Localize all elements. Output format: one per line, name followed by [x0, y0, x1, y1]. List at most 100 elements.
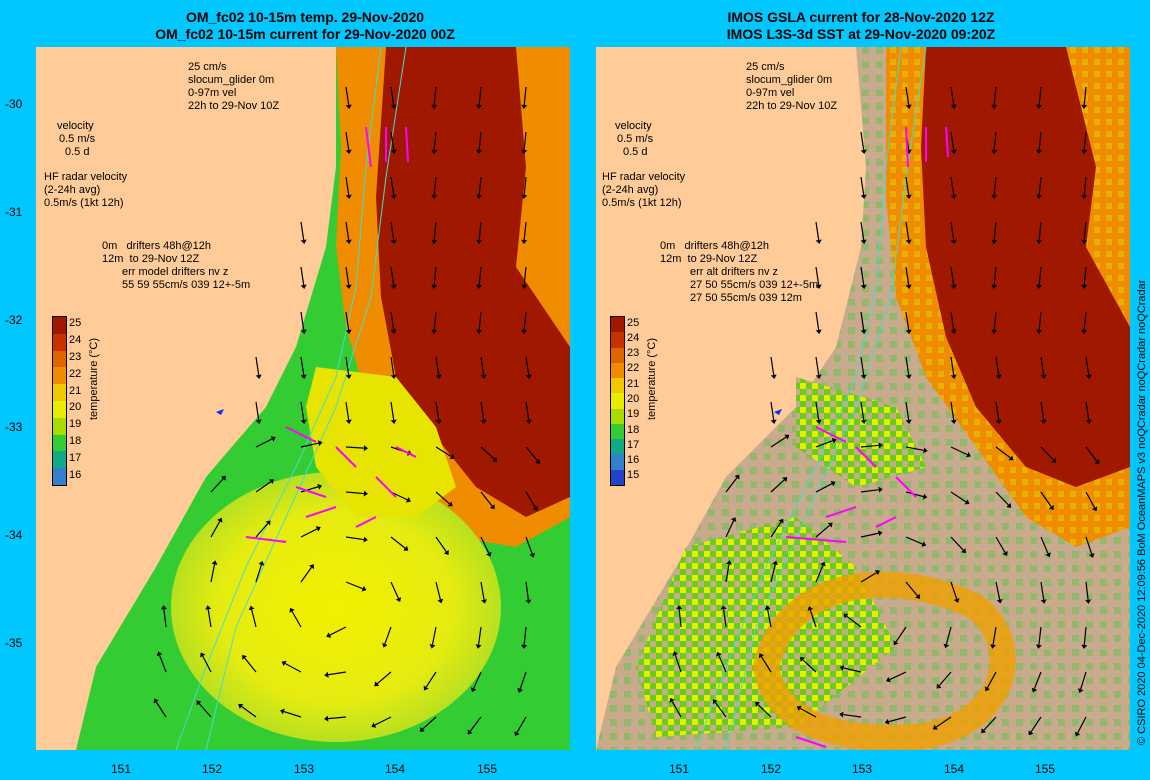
- velocity-arrowhead: [1040, 419, 1047, 424]
- velocity-arrow: [860, 532, 879, 538]
- velocity-arrowhead: [300, 419, 307, 424]
- velocity-arrow: [300, 266, 305, 286]
- velocity-arrowhead: [345, 149, 352, 154]
- velocity-arrow: [815, 483, 833, 493]
- velocity-arrow: [480, 446, 495, 460]
- velocity-arrow: [390, 536, 406, 549]
- velocity-arrow: [815, 524, 831, 538]
- velocity-arrowhead: [535, 458, 541, 464]
- left-drifter-depth0: 0m: [102, 240, 118, 252]
- velocity-arrowhead: [905, 104, 912, 109]
- velocity-arrow: [435, 491, 450, 505]
- velocity-arrow: [860, 131, 865, 151]
- velocity-arrow: [478, 266, 482, 286]
- velocity-arrowhead: [315, 526, 321, 532]
- velocity-arrowhead: [905, 329, 912, 334]
- right-glider-legend: 25 cm/s slocum_glider 0m 0-97m vel 22h t…: [746, 61, 837, 113]
- velocity-arrow: [860, 489, 879, 493]
- velocity-arrow: [390, 176, 395, 196]
- velocity-arrow: [435, 356, 440, 376]
- velocity-arrowhead: [270, 436, 276, 442]
- velocity-arrowhead: [953, 598, 960, 603]
- velocity-arrow: [1085, 581, 1089, 600]
- right-drifter-tracks: [785, 126, 949, 748]
- velocity-arrowhead: [905, 194, 912, 199]
- velocity-arrow: [425, 671, 437, 688]
- velocity-arrow: [300, 401, 305, 421]
- velocity-arrowhead: [429, 644, 436, 649]
- velocity-arrow: [950, 536, 964, 551]
- right-title-line1: IMOS GSLA current for 28-Nov-2020 12Z: [727, 9, 995, 25]
- colorbar-label: 19: [627, 408, 640, 421]
- velocity-arrowhead: [390, 149, 397, 154]
- velocity-arrow: [384, 626, 392, 645]
- velocity-arrow: [860, 176, 865, 196]
- velocity-arrowhead: [943, 643, 950, 649]
- colorbar-label: 23: [69, 351, 82, 363]
- right-drifter-depth12: 12m: [660, 253, 682, 265]
- velocity-arrow: [995, 356, 1000, 376]
- velocity-arrowhead: [345, 284, 352, 289]
- velocity-arrowhead: [860, 149, 867, 154]
- velocity-arrowhead: [443, 550, 449, 556]
- velocity-arrowhead: [860, 329, 867, 334]
- velocity-arrow: [815, 565, 824, 583]
- velocity-arrow: [345, 311, 350, 331]
- left-x-tick-label: 152: [202, 762, 223, 776]
- velocity-arrowhead: [877, 530, 883, 537]
- velocity-arrowhead: [796, 705, 802, 712]
- velocity-arrow: [674, 654, 682, 673]
- velocity-arrow: [1085, 536, 1093, 555]
- velocity-arrowhead: [220, 475, 226, 481]
- velocity-arrowhead: [1094, 459, 1100, 465]
- left-x-tick-label: 155: [477, 762, 498, 776]
- colorbar-swatch: [611, 347, 624, 363]
- velocity-arrowhead: [1002, 551, 1008, 557]
- velocity-arrow: [523, 311, 527, 331]
- velocity-arrowhead: [995, 374, 1002, 379]
- velocity-arrowhead: [755, 701, 761, 707]
- velocity-arrowhead: [480, 419, 487, 424]
- velocity-arrowhead: [839, 711, 844, 718]
- y-tick-label: -32: [5, 313, 23, 327]
- velocity-arrow: [251, 609, 257, 628]
- velocity-arrowhead: [966, 451, 971, 458]
- velocity-arrowhead: [984, 686, 991, 692]
- velocity-arrow: [480, 401, 485, 421]
- velocity-arrowhead: [371, 722, 377, 728]
- right-map-panel: [596, 47, 1130, 750]
- velocity-arrow: [815, 221, 820, 241]
- velocity-arrow: [478, 131, 482, 151]
- velocity-arrow: [993, 221, 997, 241]
- velocity-arrow: [725, 520, 735, 538]
- velocity-arrowhead: [1074, 731, 1081, 737]
- velocity-arrowhead: [390, 104, 397, 109]
- velocity-arrow: [525, 581, 529, 600]
- velocity-arrow: [328, 671, 347, 676]
- velocity-arrow: [723, 609, 727, 628]
- velocity-arrow: [950, 86, 955, 106]
- velocity-arrow: [525, 491, 536, 508]
- velocity-arrowhead: [1085, 599, 1092, 604]
- velocity-arrow: [345, 401, 350, 421]
- velocity-arrow: [523, 221, 527, 241]
- left-hf-avg: (2-24h avg): [44, 184, 101, 196]
- velocity-arrow: [390, 131, 395, 151]
- velocity-arrowhead: [921, 541, 927, 547]
- left-velocity-label: velocity: [57, 120, 94, 132]
- velocity-arrow: [478, 176, 482, 196]
- right-green-band: [796, 377, 926, 487]
- velocity-arrowhead: [1035, 644, 1042, 649]
- velocity-arrow: [422, 716, 437, 730]
- velocity-arrowhead: [326, 632, 332, 638]
- velocity-arrow: [376, 671, 392, 685]
- left-x-tick-label: 154: [385, 762, 406, 776]
- velocity-arrowhead: [289, 607, 295, 613]
- velocity-arrowhead: [1081, 149, 1088, 154]
- velocity-arrow: [480, 356, 485, 376]
- velocity-arrowhead: [300, 329, 307, 334]
- velocity-arrow: [1083, 311, 1087, 331]
- velocity-arrowhead: [874, 570, 880, 576]
- velocity-arrowhead: [716, 651, 722, 657]
- velocity-arrowhead: [950, 104, 957, 109]
